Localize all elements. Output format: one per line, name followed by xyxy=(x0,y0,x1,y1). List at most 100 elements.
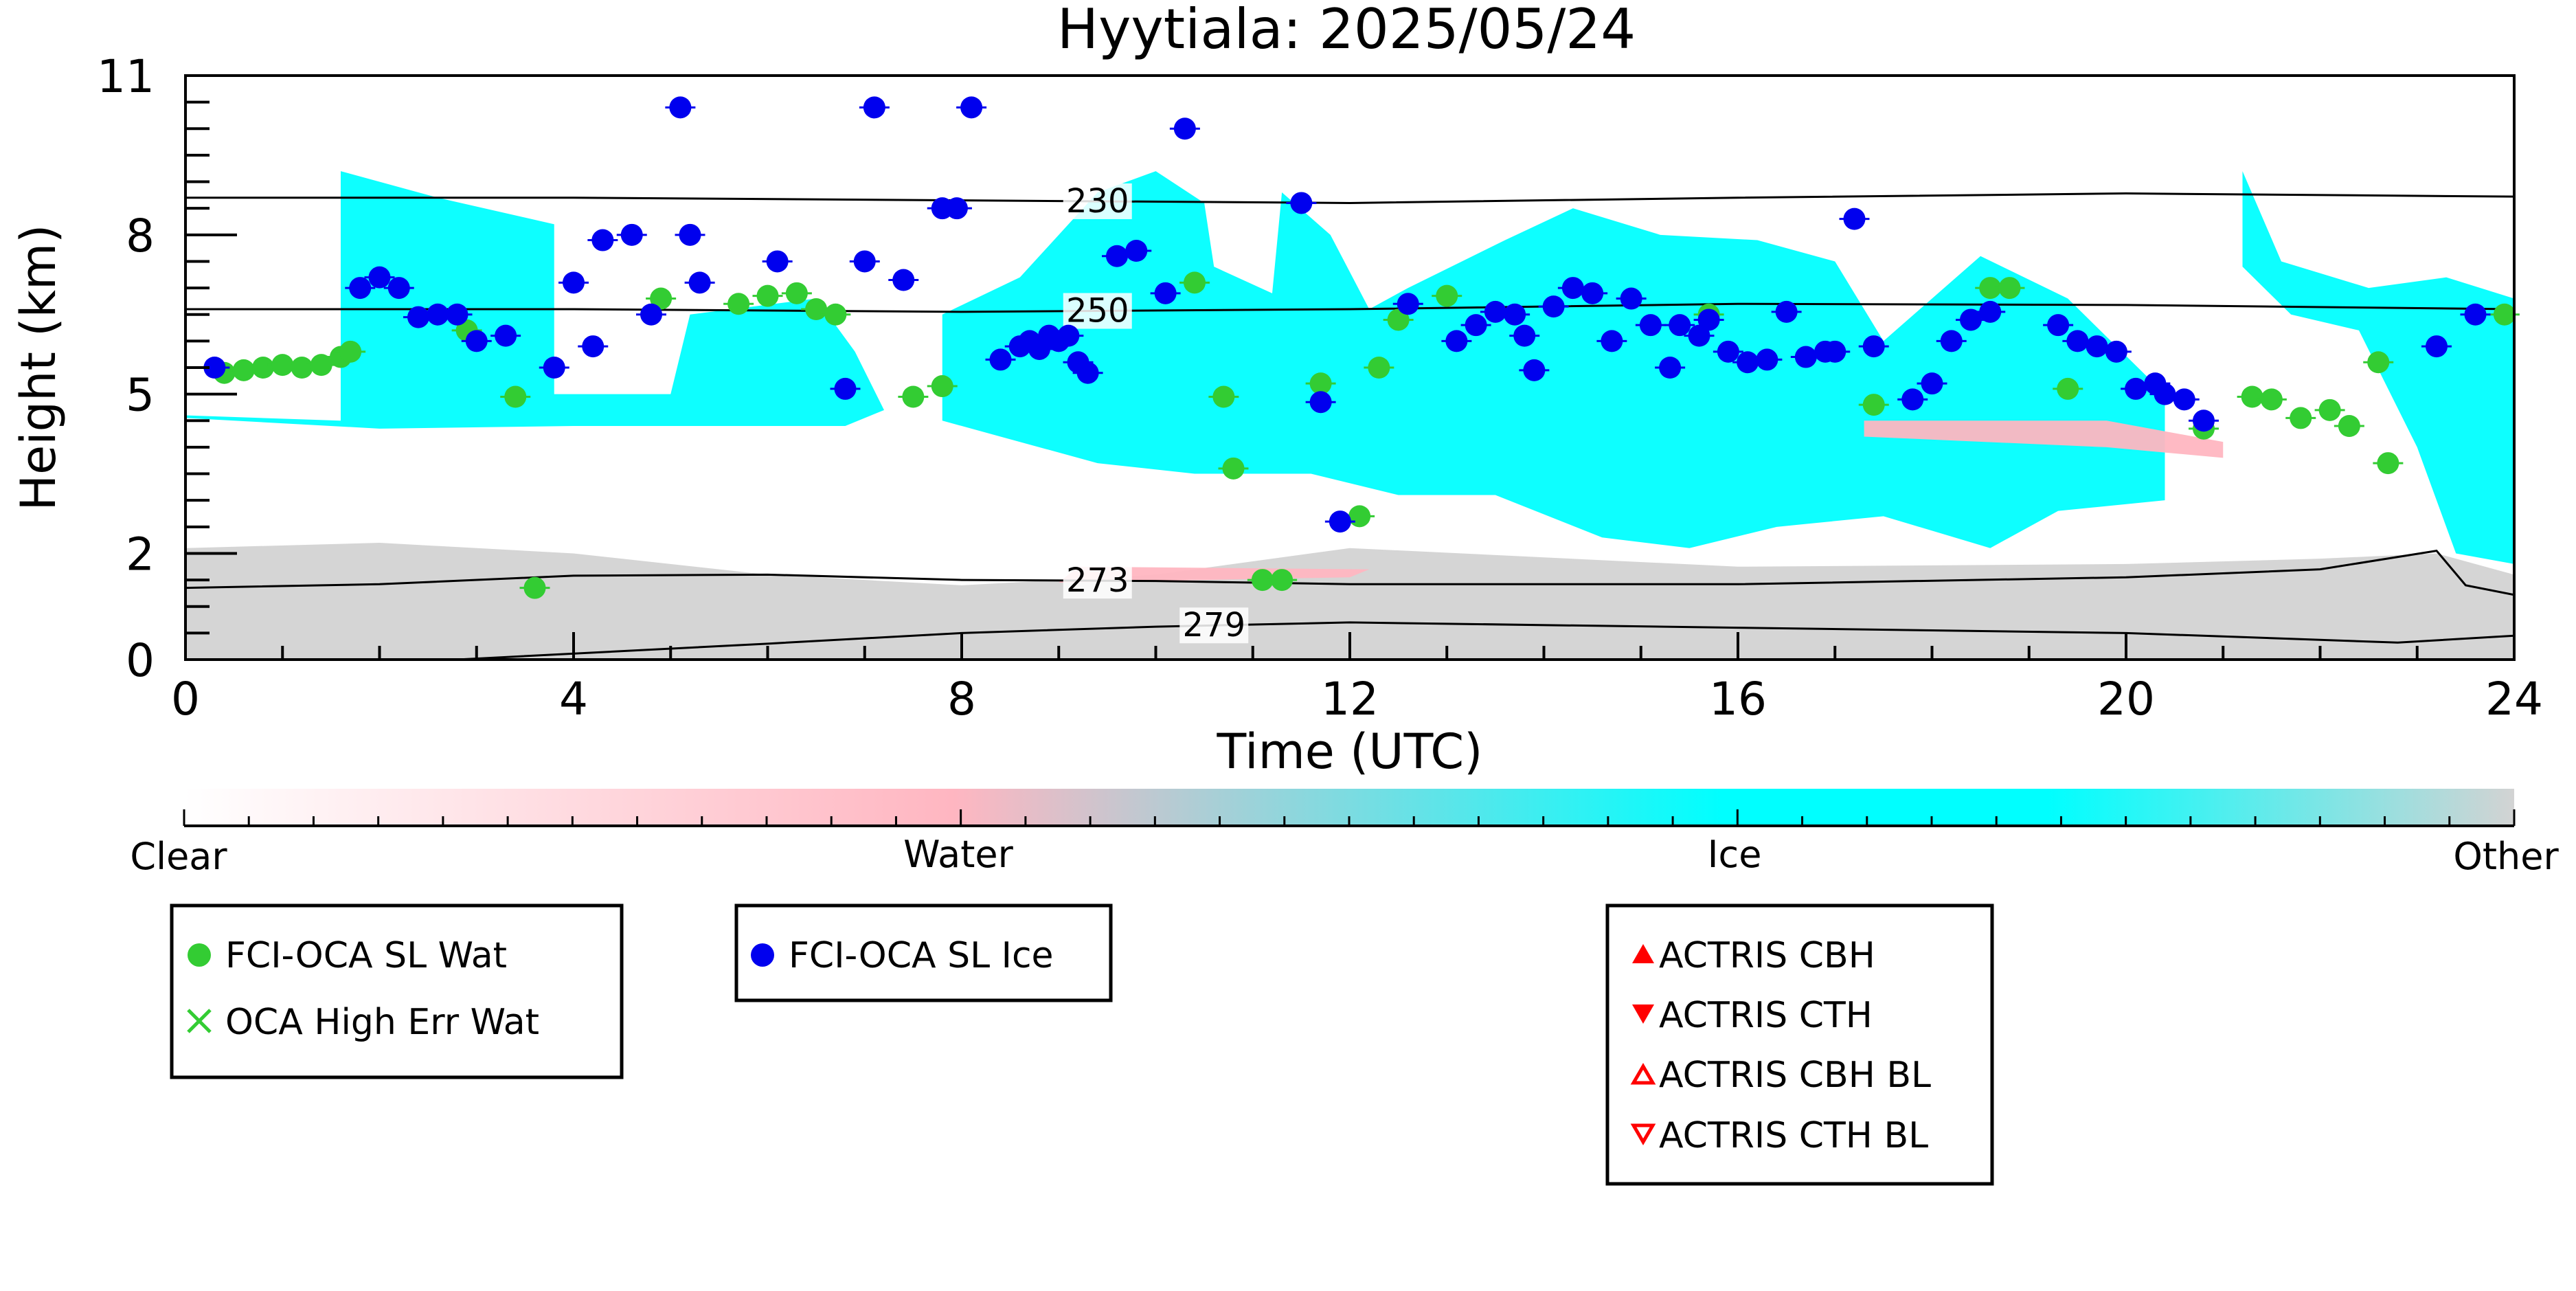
point-2-3 xyxy=(387,277,410,300)
point-0-2 xyxy=(252,357,274,379)
point-0-30 xyxy=(1862,394,1885,416)
contour-line-0 xyxy=(185,192,2514,204)
point-0-23 xyxy=(1271,569,1293,592)
y-axis: 0 2 5 8 11 xyxy=(97,50,237,687)
y-tick-label-1: 2 xyxy=(126,528,155,581)
point-2-15 xyxy=(669,96,692,119)
point-2-36 xyxy=(1125,240,1148,262)
point-0-7 xyxy=(339,340,362,363)
legend-marker-cbh-bl xyxy=(1630,1063,1656,1085)
point-2-68 xyxy=(1901,388,1924,411)
point-2-70 xyxy=(1940,330,1963,352)
point-0-28 xyxy=(1436,284,1458,307)
contour-label-1: 250 xyxy=(1066,292,1129,330)
point-0-32 xyxy=(1998,277,2021,300)
point-2-20 xyxy=(853,250,876,273)
point-0-16 xyxy=(824,303,847,326)
point-2-75 xyxy=(2086,335,2108,358)
colorbar-label-ice: Ice xyxy=(1708,833,1762,876)
point-0-36 xyxy=(2260,388,2283,411)
point-0-21 xyxy=(1222,457,1245,480)
point-2-10 xyxy=(563,271,585,294)
point-0-41 xyxy=(2377,452,2399,475)
legend-label-high-err-wat: OCA High Err Wat xyxy=(225,1002,539,1043)
contour-line-2 xyxy=(185,549,2514,596)
point-2-6 xyxy=(446,303,468,326)
point-2-65 xyxy=(1824,340,1846,363)
x-tick-label-6: 24 xyxy=(2485,673,2543,726)
point-2-51 xyxy=(1581,282,1604,304)
point-2-81 xyxy=(2193,409,2215,432)
point-2-22 xyxy=(892,269,915,291)
point-2-79 xyxy=(2154,383,2176,405)
x-tick-label-0: 0 xyxy=(171,673,200,726)
point-2-47 xyxy=(1513,324,1536,347)
point-0-24 xyxy=(1309,372,1332,395)
point-0-38 xyxy=(2318,398,2341,421)
point-2-61 xyxy=(1756,348,1778,371)
point-0-18 xyxy=(931,375,953,398)
contour-label-2: 273 xyxy=(1066,561,1129,600)
point-2-8 xyxy=(495,324,517,347)
colorbar-label-clear: Clear xyxy=(130,835,227,878)
point-2-73 xyxy=(2047,314,2070,337)
y-axis-label: Height (km) xyxy=(10,225,67,511)
point-2-52 xyxy=(1601,330,1623,352)
point-2-24 xyxy=(945,197,968,220)
point-2-62 xyxy=(1775,300,1798,323)
point-2-72 xyxy=(1979,300,2002,323)
point-2-5 xyxy=(427,303,449,326)
legend-ice-frame xyxy=(734,903,1113,1002)
point-0-39 xyxy=(2338,415,2360,437)
point-2-56 xyxy=(1669,314,1691,337)
colorbar: Clear Water Ice Other xyxy=(130,789,2559,878)
point-0-37 xyxy=(2290,407,2312,429)
point-2-0 xyxy=(203,357,226,379)
point-2-45 xyxy=(1484,300,1506,323)
legend-water-frame xyxy=(170,903,624,1079)
point-2-34 xyxy=(1076,361,1099,384)
legend-marker-cbh xyxy=(1632,944,1654,963)
point-2-40 xyxy=(1309,391,1332,414)
contour-label-bg-1 xyxy=(1063,293,1132,329)
point-0-26 xyxy=(1368,357,1390,379)
band-water-mid xyxy=(1864,420,2224,458)
contour-line-1 xyxy=(185,302,2514,313)
legend-ice: FCI-OCA SL Ice xyxy=(734,903,1113,1002)
point-0-42 xyxy=(2493,303,2516,326)
legend-marker-cth-bl xyxy=(1630,1123,1656,1145)
point-2-58 xyxy=(1697,308,1720,331)
point-0-9 xyxy=(504,385,527,408)
point-0-5 xyxy=(310,354,332,377)
point-2-21 xyxy=(863,96,885,119)
point-2-42 xyxy=(1397,293,1419,315)
legend-marker-oca-ice xyxy=(751,943,774,967)
legend-marker-cth xyxy=(1632,1004,1654,1024)
colorbar-label-water: Water xyxy=(903,833,1013,876)
x-axis-label: Time (UTC) xyxy=(1217,723,1483,780)
point-0-19 xyxy=(1184,271,1206,294)
point-2-57 xyxy=(1688,324,1710,347)
point-2-80 xyxy=(2173,388,2195,411)
point-0-40 xyxy=(2367,351,2390,374)
plot-area: 230 250 273 279 xyxy=(184,74,2520,661)
colorbar-label-other: Other xyxy=(2453,835,2559,878)
point-2-4 xyxy=(407,306,429,328)
point-2-41 xyxy=(1329,510,1351,533)
legend-label-oca-wat: FCI-OCA SL Wat xyxy=(225,935,507,976)
point-0-33 xyxy=(2057,377,2079,400)
x-tick-label-1: 4 xyxy=(559,673,588,726)
point-2-19 xyxy=(834,377,857,400)
point-2-69 xyxy=(1921,372,1943,395)
point-0-14 xyxy=(785,282,808,304)
y-tick-label-0: 0 xyxy=(126,634,155,687)
point-0-17 xyxy=(902,385,925,408)
contour-label-bg-2 xyxy=(1063,563,1132,599)
point-0-4 xyxy=(291,357,313,379)
point-2-16 xyxy=(679,223,701,246)
band-ice-afternoon xyxy=(942,171,2165,548)
data-markers xyxy=(199,96,2520,599)
legend-marker-oca-wat xyxy=(188,943,211,967)
x-axis: 0 4 8 12 16 20 24 xyxy=(171,632,2543,726)
x-tick-label-4: 16 xyxy=(1709,673,1767,726)
